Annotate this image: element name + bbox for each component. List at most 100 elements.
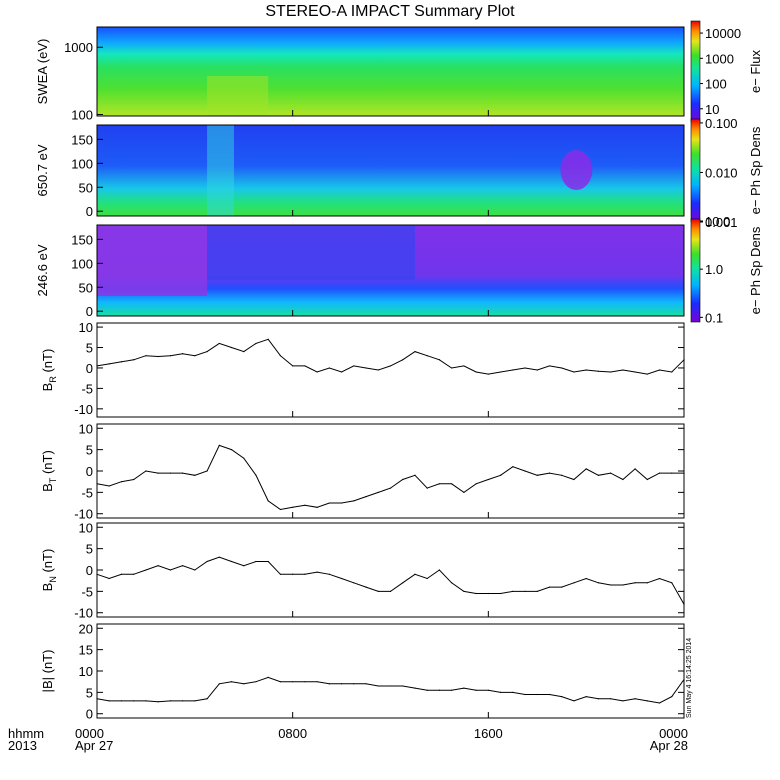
- data-point: [230, 346, 233, 349]
- data-point: [414, 687, 416, 689]
- data-point: [230, 560, 233, 563]
- field-panel-2: 10 5 0 -5 -10 BT (nT): [40, 421, 685, 522]
- data-point: [108, 700, 110, 702]
- spectrogram-image: [97, 125, 684, 216]
- data-point: [206, 698, 208, 700]
- colorbar-tick-label: 0.010: [705, 165, 738, 180]
- data-point: [389, 685, 392, 687]
- data-point: [414, 573, 416, 575]
- data-point: [646, 373, 648, 375]
- x-tick-label: 0000: [75, 726, 104, 741]
- data-point: [451, 689, 453, 691]
- x-tick-label: 0000: [659, 726, 688, 741]
- data-point: [365, 367, 367, 369]
- data-point: [389, 590, 392, 592]
- data-point: [548, 472, 551, 474]
- data-point: [340, 683, 343, 685]
- data-point: [499, 371, 502, 373]
- y-tick-label: -5: [81, 485, 93, 500]
- data-point: [573, 700, 575, 702]
- data-line: [96, 444, 684, 511]
- data-point: [622, 369, 624, 371]
- panel-frame: [96, 623, 685, 719]
- y-tick-label: 5: [86, 341, 93, 356]
- data-point: [218, 683, 220, 685]
- data-point: [377, 685, 379, 687]
- data-point: [402, 685, 404, 687]
- y-tick-label: -10: [74, 507, 93, 522]
- data-point: [218, 342, 220, 345]
- x-tick-label: 1600: [474, 726, 503, 741]
- x-tick-date: Apr 27: [75, 738, 113, 753]
- data-point: [169, 569, 171, 571]
- data-point: [524, 367, 526, 369]
- y-tick-label: 0: [86, 563, 93, 578]
- data-line: [96, 338, 685, 375]
- corner-label-hhmm: hhmm: [8, 726, 44, 741]
- data-point: [267, 560, 269, 563]
- data-point: [499, 691, 502, 693]
- panel-ylabel: |B| (nT): [40, 650, 55, 693]
- data-point: [646, 478, 648, 481]
- data-point: [145, 355, 147, 357]
- colorbar-tick-label: 100: [705, 77, 727, 92]
- data-point: [671, 371, 673, 373]
- data-point: [108, 485, 110, 487]
- data-point: [145, 700, 147, 702]
- data-point: [475, 371, 477, 373]
- panel-frame: [96, 522, 685, 618]
- data-point: [182, 565, 184, 567]
- data-point: [182, 353, 184, 355]
- data-point: [426, 355, 428, 357]
- data-point: [206, 351, 208, 353]
- data-point: [353, 683, 355, 685]
- data-point: [292, 681, 294, 683]
- data-point: [402, 359, 404, 361]
- field-panel-3: 10 5 0 -5 -10 BN (nT): [40, 520, 685, 621]
- data-point: [304, 681, 306, 683]
- data-point: [194, 355, 196, 357]
- data-point: [683, 359, 685, 361]
- generation-timestamp: Sun May 4 16:14:25 2014: [686, 638, 693, 718]
- data-point: [267, 338, 269, 340]
- data-point: [402, 582, 404, 584]
- data-point: [536, 474, 538, 476]
- field-panel-4: 20 15 10 5 0 |B| (nT): [40, 621, 685, 722]
- colorbar-tick-label: 0.100: [705, 116, 738, 131]
- data-point: [499, 474, 502, 476]
- data-point: [487, 478, 489, 481]
- data-point: [157, 701, 159, 703]
- data-point: [279, 573, 282, 575]
- data-point: [255, 560, 257, 563]
- data-point: [438, 483, 441, 485]
- field-panel-1: 10 5 0 -5 -10 BR (nT): [40, 320, 685, 418]
- data-point: [475, 689, 477, 691]
- data-point: [573, 371, 575, 373]
- colorbar-tick-label: 0.001: [705, 215, 738, 230]
- data-point: [133, 700, 135, 702]
- data-point: [243, 683, 245, 685]
- data-point: [340, 502, 343, 504]
- panel-ylabel: 246.6 eV: [35, 244, 50, 296]
- data-point: [243, 351, 245, 353]
- data-point: [206, 560, 208, 563]
- data-point: [279, 508, 282, 511]
- data-point: [96, 698, 98, 700]
- colorbar-tick-label: 10: [705, 102, 719, 117]
- data-point: [561, 474, 563, 476]
- data-point: [304, 573, 306, 575]
- data-point: [402, 478, 404, 481]
- corner-label-year: 2013: [8, 738, 37, 753]
- data-point: [157, 472, 159, 474]
- data-point: [610, 698, 612, 700]
- data-point: [133, 573, 135, 575]
- y-tick-label: 0: [86, 361, 93, 376]
- data-point: [487, 373, 489, 375]
- colorbar-tick-label: 1.0: [705, 262, 723, 277]
- data-point: [463, 687, 465, 689]
- data-point: [524, 590, 526, 592]
- data-point: [561, 696, 563, 698]
- data-point: [658, 577, 661, 580]
